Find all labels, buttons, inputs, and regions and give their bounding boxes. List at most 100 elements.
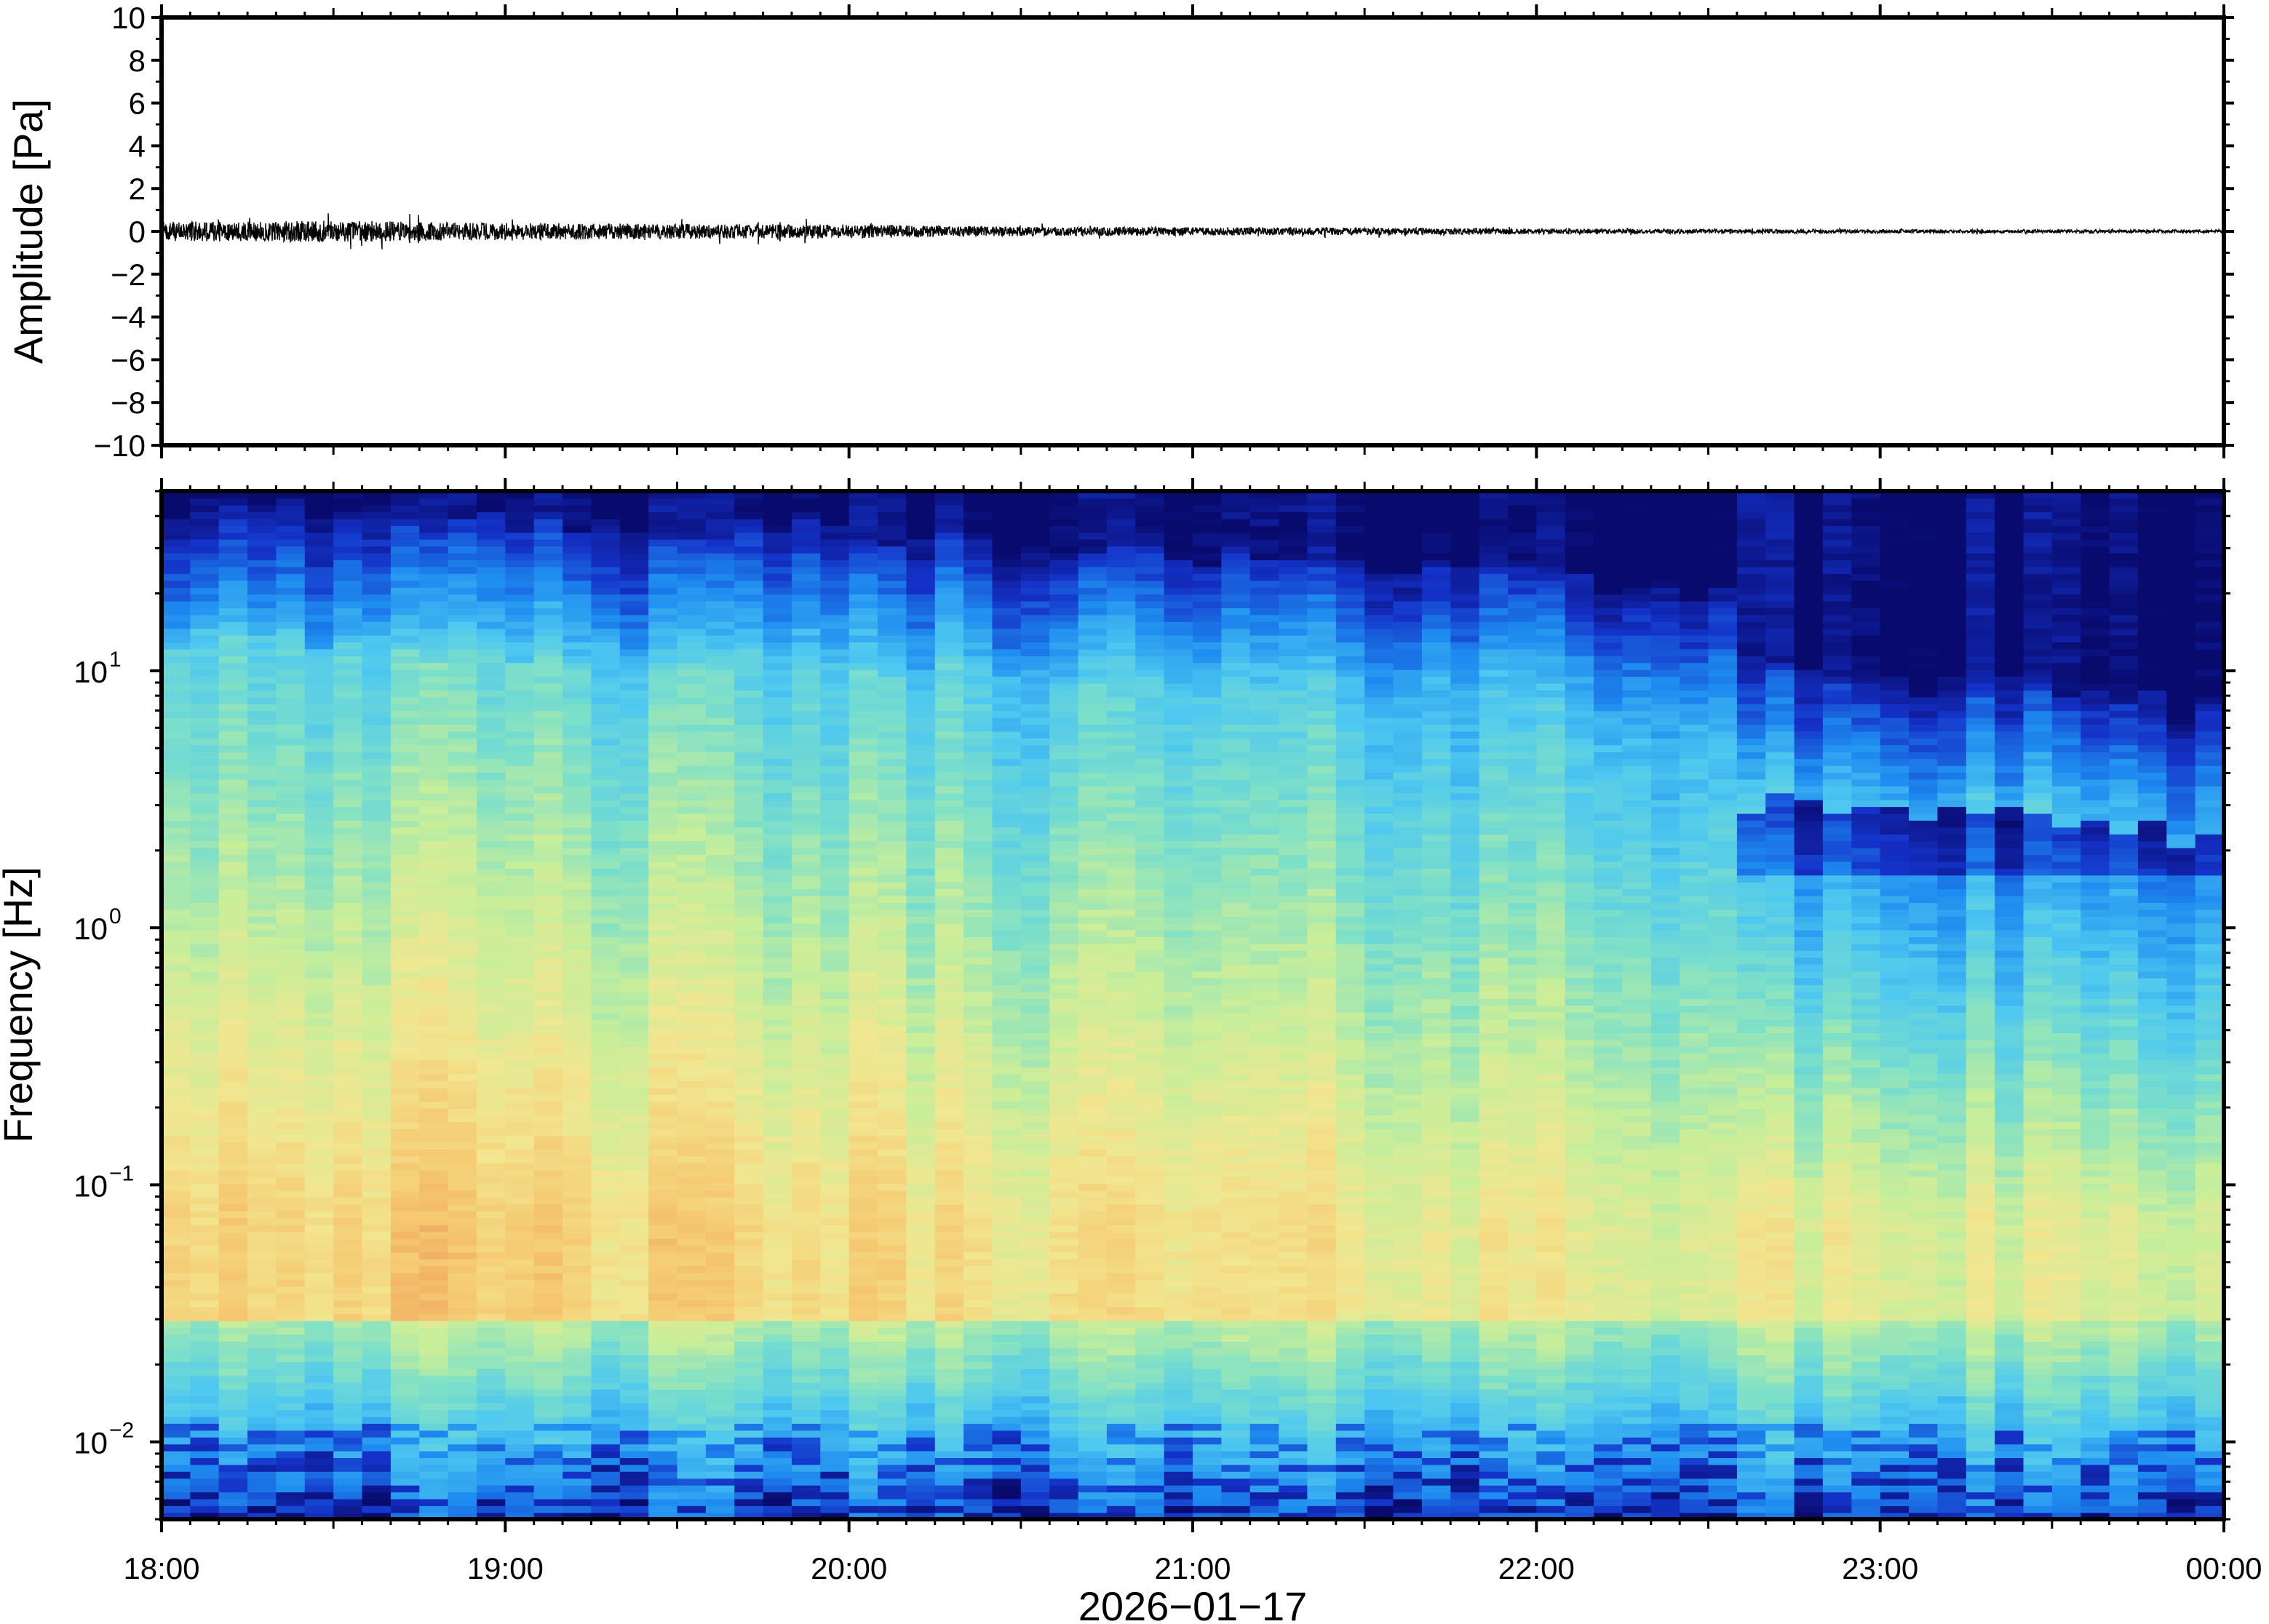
spectrogram-cell: [390, 1307, 421, 1315]
spectrogram-cell: [1020, 1080, 1050, 1088]
spectrogram-cell: [477, 1053, 506, 1061]
spectrogram-cell: [677, 854, 707, 862]
spectrogram-cell: [963, 820, 993, 828]
spectrogram-cell: [1020, 676, 1050, 684]
spectrogram-cell: [619, 518, 649, 526]
spectrogram-cell: [791, 1409, 822, 1417]
spectrogram-cell: [619, 1464, 649, 1472]
spectrogram-cell: [190, 1053, 220, 1061]
spectrogram-cell: [906, 1046, 936, 1054]
spectrogram-cell: [276, 1307, 306, 1315]
spectrogram-cell: [763, 991, 792, 999]
spectrogram-cell: [304, 875, 334, 883]
spectrogram-cell: [591, 648, 621, 656]
spectrogram-cell: [533, 834, 563, 842]
spectrogram-cell: [247, 1423, 277, 1431]
spectrogram-cell: [218, 1464, 248, 1472]
spectrogram-cell: [906, 738, 936, 746]
spectrogram-cell: [763, 868, 792, 876]
spectrogram-cell: [218, 600, 248, 608]
spectrogram-cell: [362, 1183, 392, 1191]
spectrogram-cell: [791, 1457, 822, 1465]
spectrogram-cell: [162, 1450, 191, 1458]
spectrogram-cell: [734, 724, 764, 732]
spectrogram-cell: [878, 710, 907, 718]
spectrogram-cell: [906, 868, 936, 876]
spectrogram-cell: [878, 1203, 907, 1211]
spectrogram-cell: [247, 1163, 277, 1171]
spectrogram-cell: [906, 1430, 936, 1438]
spectrogram-cell: [992, 628, 1022, 636]
spectrogram-cell: [533, 1135, 563, 1143]
spectrogram-cell: [362, 1011, 392, 1020]
spectrogram-cell: [362, 1087, 392, 1095]
spectrogram-cell: [190, 902, 220, 910]
spectrogram-cell: [705, 1101, 736, 1109]
spectrogram-cell: [992, 1046, 1022, 1054]
spectrogram-cell: [390, 682, 421, 690]
spectrogram-cell: [563, 628, 592, 636]
spectrogram-cell: [419, 1149, 449, 1157]
spectrogram-cell: [934, 669, 964, 677]
spectrogram-cell: [477, 690, 506, 698]
spectrogram-cell: [304, 957, 334, 965]
spectrogram-cell: [591, 518, 621, 526]
spectrogram-cell: [362, 827, 392, 835]
spectrogram-cell: [276, 1361, 306, 1369]
spectrogram-cell: [820, 682, 850, 690]
spectrogram-cell: [820, 1389, 850, 1397]
spectrogram-cell: [820, 806, 850, 814]
spectrogram-cell: [390, 586, 421, 595]
spectrogram-cell: [878, 1265, 907, 1273]
spectrogram-cell: [276, 1348, 306, 1356]
spectrogram-cell: [448, 690, 477, 698]
spectrogram-cell: [505, 1375, 535, 1383]
spectrogram-cell: [763, 518, 792, 526]
spectrogram-cell: [419, 573, 449, 581]
spectrogram-cell: [362, 1348, 392, 1356]
spectrogram-cell: [276, 957, 306, 965]
spectrogram-cell: [992, 1149, 1022, 1157]
spectrogram-cell: [934, 1334, 964, 1342]
spectrogram-cell: [190, 704, 220, 712]
spectrogram-cell: [390, 984, 421, 992]
spectrogram-cell: [304, 1231, 334, 1239]
spectrogram-cell: [820, 1190, 850, 1198]
spectrogram-cell: [677, 1224, 707, 1233]
spectrogram-cell: [677, 957, 707, 965]
spectrogram-cell: [591, 1348, 621, 1356]
spectrogram-cell: [992, 1382, 1022, 1390]
spectrogram-cell: [906, 642, 936, 650]
spectrogram-cell: [419, 1046, 449, 1054]
spectrogram-cell: [162, 1286, 191, 1294]
spectrogram-cell: [963, 573, 993, 581]
spectrogram-cell: [563, 744, 592, 752]
spectrogram-cell: [992, 710, 1022, 718]
spectrogram-cell: [677, 1368, 707, 1376]
spectrogram-cell: [619, 1457, 649, 1465]
spectrogram-cell: [1020, 1272, 1050, 1281]
spectrogram-cell: [992, 1457, 1022, 1465]
spectrogram-cell: [878, 546, 907, 554]
spectrogram-cell: [849, 1272, 878, 1281]
spectrogram-cell: [362, 1334, 392, 1342]
spectrogram-cell: [705, 518, 736, 526]
spectrogram-cell: [304, 1307, 334, 1315]
spectrogram-cell: [705, 682, 736, 690]
spectrogram-cell: [333, 861, 363, 869]
spectrogram-cell: [992, 538, 1022, 547]
spectrogram-cell: [1020, 1416, 1050, 1424]
spectrogram-cell: [1020, 964, 1050, 972]
spectrogram-cell: [477, 573, 506, 581]
spectrogram-cell: [763, 1286, 792, 1294]
spectrogram-cell: [162, 586, 191, 595]
spectrogram-cell: [533, 1286, 563, 1294]
spectrogram-cell: [333, 717, 363, 725]
spectrogram-cell: [390, 1423, 421, 1431]
spectrogram-cell: [763, 648, 792, 656]
spectrogram-cell: [963, 909, 993, 917]
spectrogram-cell: [333, 1471, 363, 1479]
spectrogram-cell: [878, 621, 907, 629]
spectrogram-cell: [820, 504, 850, 512]
spectrogram-cell: [791, 634, 822, 642]
